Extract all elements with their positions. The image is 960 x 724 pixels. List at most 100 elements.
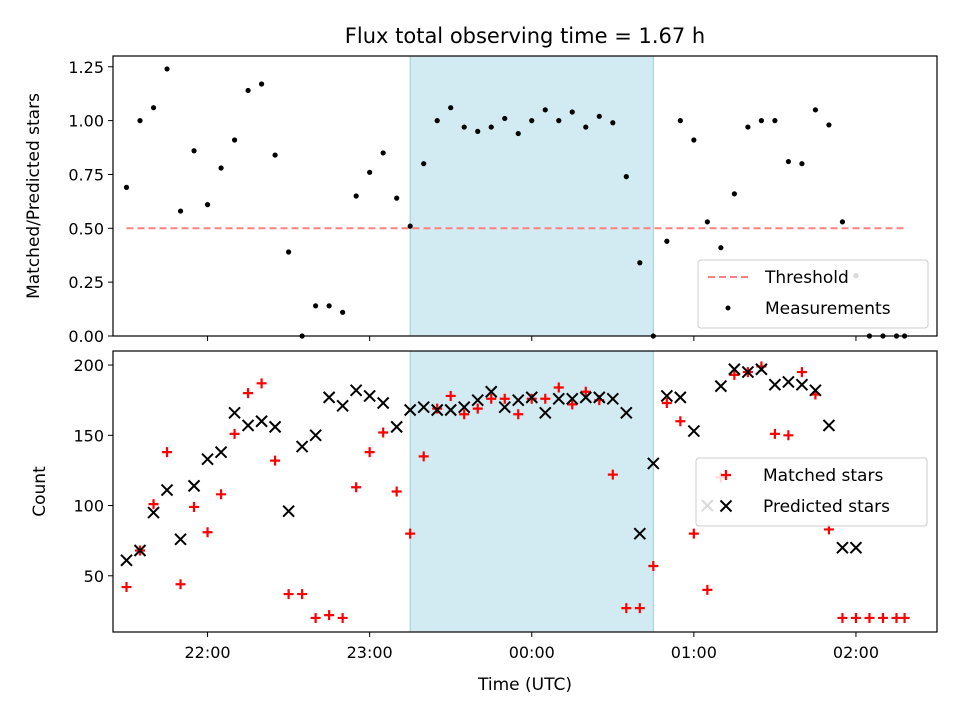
ratio-y-ticks: 0.00 0.25 0.50 0.75 1.00 1.25 (68, 58, 113, 346)
measurement-point (745, 124, 751, 130)
matched-star-point (243, 388, 254, 399)
matched-star-point (702, 584, 713, 595)
ratio-y-tick-label: 0.00 (68, 327, 104, 346)
matched-star-point (661, 397, 672, 408)
measurement-point (610, 120, 616, 126)
matched-star-point (229, 428, 240, 439)
measurement-point (380, 150, 386, 156)
measurement-point (258, 81, 265, 87)
predicted-star-point (822, 419, 836, 432)
measurement-point (191, 148, 197, 154)
matched-star-point (216, 489, 227, 500)
matched-star-point (769, 428, 780, 439)
matched-star-point (351, 482, 362, 493)
measurement-point (286, 249, 292, 255)
predicted-star-point (755, 363, 768, 376)
predicted-star-point (687, 424, 701, 438)
x-tick-label: 00:00 (509, 643, 555, 662)
matched-star-point (621, 603, 632, 614)
measurement-point (218, 165, 224, 171)
measurement-point (785, 158, 792, 165)
ratio-y-tick-label: 0.75 (68, 165, 104, 184)
predicted-star-point (417, 400, 430, 414)
matched-star-point (899, 612, 910, 623)
measurement-point (326, 303, 332, 309)
observing-window-span-bottom (409, 350, 654, 633)
measurement-point (718, 245, 724, 251)
matched-star-point (607, 469, 618, 480)
matched-star-point (634, 603, 645, 614)
x-tick-label: 02:00 (833, 643, 879, 662)
predicted-star-point (228, 406, 241, 420)
measurement-point (340, 309, 346, 315)
measurement-point (461, 124, 467, 130)
measurement-point (772, 118, 778, 124)
matched-star-point (459, 409, 470, 420)
measurement-point (664, 238, 670, 244)
predicted-star-point (741, 365, 755, 379)
predicted-star-point (187, 479, 201, 493)
x-axis-label: Time (UTC) (477, 675, 572, 695)
predicted-star-point (782, 375, 795, 389)
matched-star-point (864, 612, 875, 623)
ratio-y-tick-label: 0.50 (68, 219, 104, 238)
measurement-point (637, 260, 643, 266)
predicted-star-point (268, 420, 282, 434)
predicted-star-point (133, 544, 147, 557)
legend-predicted-swatch (719, 499, 733, 513)
predicted-star-point (809, 384, 822, 397)
measurement-point (704, 219, 710, 225)
measurement-point (394, 195, 400, 201)
matched-star-point (310, 612, 321, 623)
measurement-point (488, 124, 494, 130)
ratio-x-ticks (207, 336, 857, 341)
measurement-point (313, 303, 319, 309)
matched-star-point (148, 499, 159, 510)
measurement-point (569, 109, 575, 115)
matched-star-point (337, 612, 348, 623)
matched-star-point (553, 382, 564, 393)
predicted-star-point (282, 504, 295, 518)
measurement-point (367, 169, 373, 175)
measurement-point (826, 122, 832, 128)
measurement-point (407, 223, 413, 229)
matched-star-point (513, 409, 524, 420)
matched-star-point (688, 528, 699, 539)
measurement-point (839, 219, 846, 225)
predicted-star-point (390, 420, 403, 434)
matched-star-point (405, 528, 416, 539)
matched-star-point (675, 416, 686, 427)
measurement-point (731, 191, 737, 197)
predicted-star-point (430, 403, 444, 417)
measurement-point (123, 184, 130, 190)
measurement-point (556, 118, 562, 124)
ratio-marks (123, 66, 908, 339)
measurement-point (421, 161, 427, 167)
count-y-ticks: 50 100 150 200 (73, 356, 113, 586)
measurement-point (475, 128, 481, 134)
predicted-star-point (485, 385, 498, 398)
predicted-star-point (566, 392, 579, 405)
matched-star-point (877, 612, 888, 623)
matched-star-point (540, 393, 551, 404)
predicted-star-point (147, 506, 160, 519)
ratio-legend-box (697, 259, 929, 329)
predicted-star-point (633, 527, 647, 540)
ratio-y-tick-label: 1.00 (68, 112, 104, 131)
predicted-star-point (512, 393, 525, 407)
ratio-y-tick-label: 0.25 (68, 273, 104, 292)
predicted-star-point (525, 391, 538, 404)
matched-star-point (202, 527, 213, 538)
count-legend-box (695, 457, 928, 527)
matched-star-point (580, 386, 591, 397)
predicted-star-point (620, 406, 633, 420)
matched-star-point (796, 367, 807, 378)
legend-x-marker (719, 499, 733, 513)
legend-measurements-swatch (725, 305, 731, 311)
measurement-point (434, 118, 440, 124)
legend-measurements-label: Measurements (765, 299, 891, 319)
predicted-star-point (403, 403, 417, 417)
predicted-star-point (174, 533, 187, 546)
matched-star-point (162, 447, 173, 458)
measurement-point (758, 118, 764, 124)
